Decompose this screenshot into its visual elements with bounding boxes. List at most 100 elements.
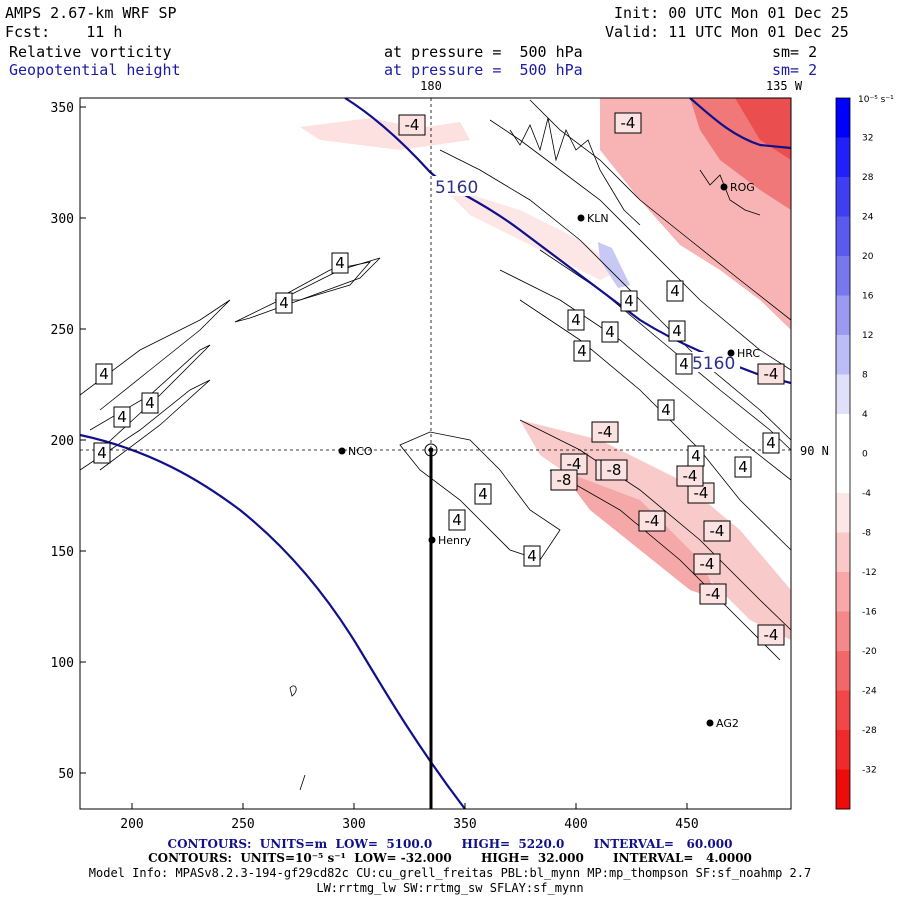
vorticity-label-text: 4 bbox=[766, 434, 776, 452]
y-tick-label: 150 bbox=[51, 545, 74, 560]
vorticity-label-text: -4 bbox=[694, 484, 709, 502]
vorticity-label-text: -4 bbox=[645, 512, 660, 530]
vorticity-label-text: 4 bbox=[527, 547, 537, 565]
colorbar-level-label: -28 bbox=[862, 726, 877, 736]
vorticity-contour-label: 4 bbox=[657, 399, 675, 421]
vorticity-contour-label: -4 bbox=[687, 482, 715, 504]
colorbar-level-label: -12 bbox=[862, 568, 877, 578]
x-tick-label: 200 bbox=[120, 817, 143, 832]
height-contour-info: CONTOURS: UNITS=m LOW= 5100.0 HIGH= 5220… bbox=[167, 837, 733, 851]
vorticity-label-text: 4 bbox=[279, 294, 289, 312]
axis-ticks bbox=[80, 106, 688, 809]
height-contour-5160 bbox=[344, 98, 791, 385]
y-tick-label: 300 bbox=[51, 212, 74, 227]
vorticity-contour-label: 4 bbox=[275, 292, 293, 314]
vorticity-label-text: -4 bbox=[683, 467, 698, 485]
vorticity-contour-label: 4 bbox=[666, 280, 684, 302]
vorticity-contour-label: -4 bbox=[693, 553, 721, 575]
station-dot-kln bbox=[577, 214, 585, 222]
negative-vorticity-max bbox=[735, 98, 791, 160]
vorticity-contour-label: 4 bbox=[567, 309, 585, 331]
station-dot-rog bbox=[720, 183, 728, 191]
fcst-hours: 11 h bbox=[86, 23, 123, 41]
vorticity-label-text: -4 bbox=[405, 116, 420, 134]
valid-label: Valid: bbox=[605, 23, 660, 41]
station-label-hrc: HRC bbox=[737, 347, 760, 360]
colorbar-level-label: -32 bbox=[862, 766, 877, 776]
colorbar-level-label: -8 bbox=[862, 529, 871, 539]
vorticity-contour-label: 4 bbox=[141, 392, 159, 414]
contour-line bbox=[80, 379, 211, 471]
colorbar-segment bbox=[836, 137, 850, 178]
vorticity-label-text: 4 bbox=[577, 342, 587, 360]
pole-marker-dot bbox=[428, 447, 434, 453]
vorticity-contour-label: 4 bbox=[448, 509, 466, 531]
vorticity-label-text: 4 bbox=[661, 401, 671, 419]
height-contour-5220 bbox=[80, 433, 466, 809]
x-tick-label: 350 bbox=[453, 817, 476, 832]
vorticity-contour-label: -4 bbox=[638, 510, 666, 532]
vorticity-contour-label: -4 bbox=[591, 421, 619, 443]
vorticity-label-text: -4 bbox=[710, 522, 725, 540]
negative-patch-mid bbox=[440, 185, 620, 280]
vorticity-label-text: 4 bbox=[738, 458, 748, 476]
vorticity-contour-label: -4 bbox=[398, 114, 426, 136]
vorticity-contour-label: 4 bbox=[113, 406, 131, 428]
negative-band-se-inner bbox=[560, 470, 720, 600]
vorticity-contour-label: 4 bbox=[762, 432, 780, 454]
station-label-rog: ROG bbox=[730, 181, 755, 194]
valid-line: Valid: 11 UTC Mon 01 Dec 25 bbox=[605, 23, 849, 41]
contour-line bbox=[489, 119, 791, 371]
station-label-kln: KLN bbox=[587, 212, 609, 225]
colorbar-segment bbox=[836, 572, 850, 612]
colorbar-level-label: 28 bbox=[862, 173, 874, 183]
colorbar: 32 28 24 20 16 12 8 4 0 -4 -8 -12 -16 -20 -24 -28 -32 bbox=[835, 97, 877, 810]
contour-line bbox=[519, 419, 791, 631]
valid-time: 11 UTC Mon 01 Dec 25 bbox=[668, 23, 849, 41]
vorticity-label-text: 4 bbox=[679, 355, 689, 373]
height-contour-ne bbox=[689, 98, 791, 150]
positive-patch bbox=[598, 242, 630, 288]
station-dot-hrc bbox=[727, 349, 735, 357]
colorbar-segment bbox=[836, 216, 850, 257]
vorticity-contour-label: 4 bbox=[95, 363, 113, 385]
field2-level: at pressure = 500 hPa bbox=[384, 61, 583, 79]
vorticity-label-text: 4 bbox=[145, 394, 155, 412]
vorticity-label-text: -4 bbox=[764, 626, 779, 644]
colorbar-unit: 10⁻⁵ s⁻¹ bbox=[858, 95, 894, 105]
colorbar-segment bbox=[836, 335, 850, 375]
colorbar-level-label: -16 bbox=[862, 608, 877, 618]
contour-line bbox=[299, 774, 306, 791]
colorbar-segment bbox=[836, 769, 850, 810]
field1-name: Relative vorticity bbox=[9, 43, 172, 61]
vorticity-contour-label: 4 bbox=[331, 252, 349, 274]
vorticity-contour-label: -4 bbox=[703, 520, 731, 542]
vorticity-label-text: 4 bbox=[670, 282, 680, 300]
vorticity-label-text: -4 bbox=[700, 555, 715, 573]
colorbar-segment bbox=[836, 414, 850, 454]
field1-level: at pressure = 500 hPa bbox=[384, 43, 583, 61]
colorbar-level-label: 0 bbox=[862, 450, 868, 460]
height-label: 5160 bbox=[692, 354, 735, 374]
colorbar-segment bbox=[836, 256, 850, 296]
colorbar-segment bbox=[836, 453, 850, 494]
colorbar-frame bbox=[835, 97, 851, 810]
vorticity-label-text: 4 bbox=[117, 408, 127, 426]
negative-patch-top bbox=[300, 118, 470, 150]
vorticity-contour-info: CONTOURS: UNITS=10⁻⁵ s⁻¹ LOW= -32.000 HI… bbox=[148, 851, 752, 865]
vorticity-contour-label: -8 bbox=[600, 459, 628, 481]
station-label-nco: NCO bbox=[348, 445, 373, 458]
station-dot-ag2 bbox=[706, 719, 714, 727]
field1-smoothing: sm= 2 bbox=[772, 43, 818, 61]
meridian-label-180: 180 bbox=[420, 79, 442, 93]
colorbar-level-label: 20 bbox=[862, 252, 874, 262]
x-tick-label: 400 bbox=[564, 817, 587, 832]
y-tick-labels: 350 300 250 200 150 100 50 bbox=[51, 101, 74, 782]
vorticity-contour-label: -4 bbox=[560, 453, 588, 475]
height-contours bbox=[80, 98, 791, 809]
vorticity-contour-label: 4 bbox=[93, 442, 111, 464]
vorticity-label-text: 4 bbox=[97, 444, 107, 462]
meridian-label-135w: 135 W bbox=[766, 79, 803, 93]
parallel-label-90n: 90 N bbox=[800, 444, 829, 458]
